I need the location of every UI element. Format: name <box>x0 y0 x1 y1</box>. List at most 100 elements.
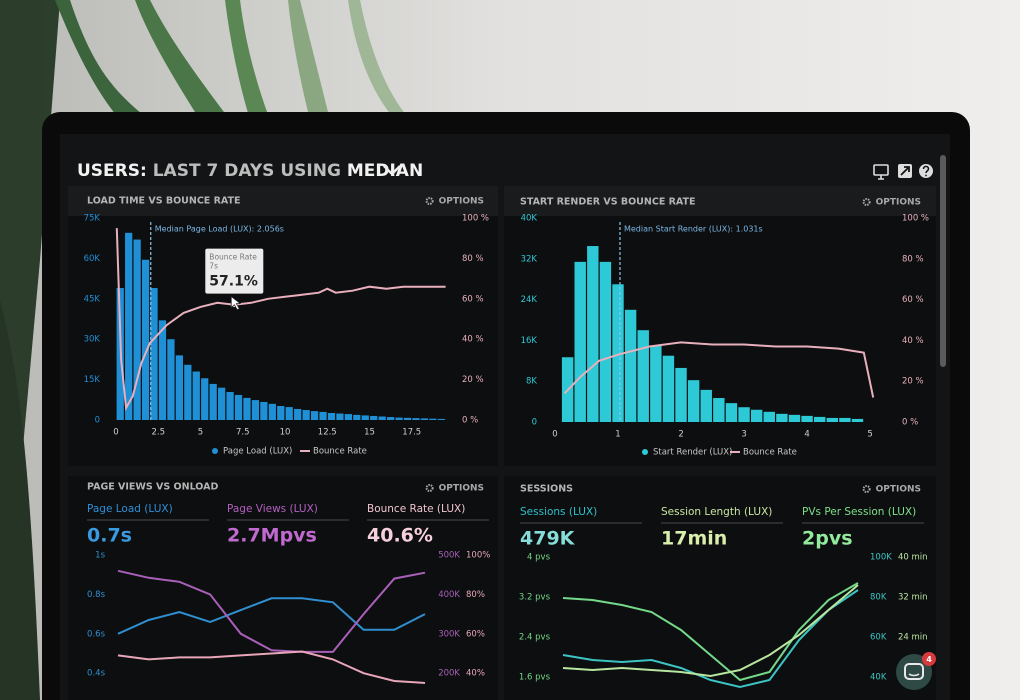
histogram-bar <box>763 411 775 422</box>
title-part: USING <box>280 161 341 181</box>
series-line <box>562 589 859 689</box>
y-tick-label: 40K <box>521 214 538 224</box>
x-tick-label: 1 <box>615 430 620 440</box>
y2-tick-label: 60 % <box>902 295 924 305</box>
y3-tick-label: 100% <box>466 551 490 561</box>
series-line <box>115 228 446 412</box>
y2-tick-label: 200K <box>438 669 460 679</box>
legend-label: Page Load (LUX) <box>223 447 292 457</box>
histogram-bar <box>327 412 336 420</box>
y-tick-label: 0 <box>95 416 100 426</box>
kpi-value: 40.6% <box>367 525 433 547</box>
histogram-bar <box>344 414 352 420</box>
panel <box>68 476 498 700</box>
scrollbar[interactable] <box>940 155 946 367</box>
y-tick-label: 60K <box>84 254 101 264</box>
histogram-bar <box>302 410 310 420</box>
y-tick-label: 4 pvs <box>527 553 551 563</box>
histogram-bar <box>226 391 234 420</box>
kpi-label: PVs Per Session (LUX) <box>802 506 916 518</box>
y3-tick-label: 60% <box>466 629 485 639</box>
histogram-bar <box>420 418 429 420</box>
panel-header <box>68 186 498 216</box>
x-tick-label: 10 <box>280 428 291 438</box>
options-button[interactable]: OPTIONS <box>876 485 921 495</box>
title-part[interactable]: LAST 7 DAYS <box>153 161 275 181</box>
tooltip-value: 57.1% <box>209 274 258 290</box>
x-tick-label: 0 <box>113 428 118 438</box>
histogram-bar <box>209 383 217 420</box>
x-tick-label: 7.5 <box>236 428 250 438</box>
plot-area <box>562 582 859 689</box>
x-tick-label: 5 <box>198 428 203 438</box>
histogram-bar <box>260 401 268 420</box>
series-line <box>562 584 859 678</box>
histogram-bar <box>403 417 412 420</box>
y-tick-label: 30K <box>84 335 101 345</box>
histogram-bar <box>813 416 826 422</box>
kpi-value: 2pvs <box>802 528 853 550</box>
histogram-bar <box>599 261 612 422</box>
y2-tick-label: 80 % <box>462 254 484 264</box>
x-tick-label: 5 <box>867 430 872 440</box>
series-line <box>563 341 875 398</box>
y2-tick-label: 100K <box>870 553 892 563</box>
histogram-bar <box>234 394 243 420</box>
y-tick-label: 75K <box>84 214 101 224</box>
x-tick-label: 3 <box>741 430 746 440</box>
y-tick-label: 8K <box>526 377 537 387</box>
histogram-bar <box>167 339 175 420</box>
histogram-bar <box>353 414 361 420</box>
histogram-bar <box>294 408 302 420</box>
chat-button[interactable]: 4 <box>896 652 936 690</box>
histogram-bar <box>776 413 788 422</box>
y-tick-label: 0.8s <box>87 590 106 600</box>
histogram-bar <box>175 355 183 420</box>
title-part[interactable]: MEDIAN <box>347 161 423 181</box>
y-tick-label: 15K <box>84 375 101 385</box>
series-line <box>562 582 859 682</box>
panel-title: LOAD TIME VS BOUNCE RATE <box>87 196 241 207</box>
legend-label: Start Render (LUX) <box>653 448 732 458</box>
panel-title: SESSIONS <box>520 484 573 495</box>
x-tick-label: 0 <box>552 430 557 440</box>
kpi-label: Page Views (LUX) <box>227 503 318 515</box>
series-line <box>117 650 426 684</box>
options-button[interactable]: OPTIONS <box>439 197 484 207</box>
y-tick-label: 0 <box>532 418 537 428</box>
title-part: USERS: <box>77 161 147 181</box>
histogram-bar <box>184 364 192 420</box>
y2-tick-label: 20 % <box>462 375 484 385</box>
gear-icon <box>425 197 434 205</box>
plot-area <box>117 569 426 684</box>
histogram-bar <box>150 288 158 420</box>
options-button[interactable]: OPTIONS <box>876 198 921 208</box>
median-annotation: Median Page Load (LUX): 2.056s <box>155 225 284 234</box>
median-annotation: Median Start Render (LUX): 1.031s <box>624 225 763 234</box>
y2-tick-label: 0 % <box>462 416 478 426</box>
kpi-label: Session Length (LUX) <box>661 506 772 518</box>
share-icon[interactable] <box>898 164 912 178</box>
histogram-bar <box>310 411 319 420</box>
y3-tick-label: 32 min <box>898 593 928 603</box>
x-tick-label: 15 <box>364 428 375 438</box>
histogram-bar <box>277 405 285 420</box>
series-line <box>117 569 426 653</box>
y-tick-label: 16K <box>521 336 538 346</box>
y-tick-label: 32K <box>521 254 538 264</box>
options-button[interactable]: OPTIONS <box>439 484 484 494</box>
panel <box>504 216 936 466</box>
x-tick-label: 17.5 <box>402 428 421 438</box>
histogram-bar <box>192 371 200 420</box>
histogram-bar <box>612 284 624 422</box>
monitor-icon[interactable] <box>873 164 889 180</box>
histogram-bar <box>251 400 260 420</box>
tooltip-x: 7s <box>209 262 218 271</box>
histogram-bar <box>285 407 293 420</box>
x-tick-label: 4 <box>804 430 809 440</box>
kpi-label: Sessions (LUX) <box>520 506 597 518</box>
dropdown-chevron[interactable] <box>383 165 401 176</box>
y2-tick-label: 0 % <box>902 418 918 428</box>
help-icon[interactable] <box>919 164 933 178</box>
histogram-bar <box>336 413 344 420</box>
